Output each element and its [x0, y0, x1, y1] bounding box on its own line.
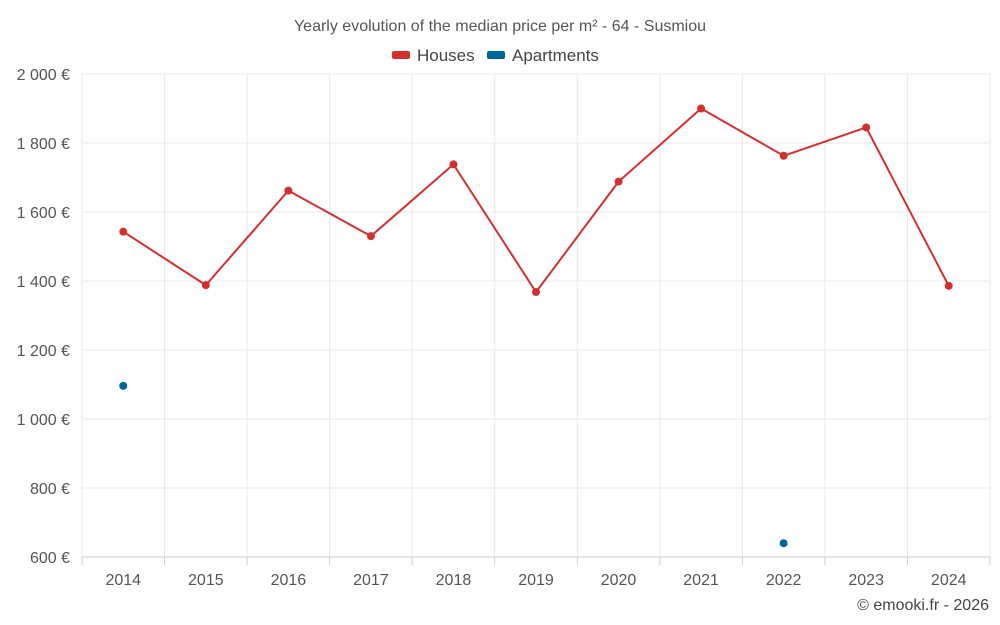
- credit: © emooki.fr - 2026: [857, 597, 989, 614]
- data-point-houses[interactable]: [614, 177, 623, 186]
- y-tick-label: 2 000 €: [17, 67, 70, 84]
- x-tick-label: 2023: [848, 572, 884, 589]
- x-tick-label: 2016: [271, 572, 307, 589]
- y-tick-label: 1 800 €: [17, 136, 70, 153]
- data-point-houses[interactable]: [862, 123, 871, 132]
- series-apartments: [119, 381, 788, 548]
- y-tick-label: 600 €: [30, 550, 70, 567]
- data-point-houses[interactable]: [284, 186, 293, 195]
- x-tick-label: 2017: [353, 572, 389, 589]
- x-tick-label: 2014: [105, 572, 141, 589]
- x-tick-label: 2022: [766, 572, 802, 589]
- data-point-apartments[interactable]: [779, 539, 788, 548]
- data-point-houses[interactable]: [532, 288, 540, 297]
- x-axis-labels: 2014 2015 2016 2017 2018 2019 2020 2021 2022 2023…: [105, 572, 966, 589]
- x-tick-label: 2021: [683, 572, 719, 589]
- legend: Houses Apartments: [392, 46, 599, 65]
- data-point-houses[interactable]: [201, 281, 210, 290]
- x-tick-label: 2024: [931, 572, 967, 589]
- y-tick-label: 1 000 €: [17, 412, 70, 429]
- legend-swatch-apartments: [487, 51, 505, 59]
- data-point-apartments[interactable]: [119, 381, 128, 390]
- data-point-houses[interactable]: [697, 104, 706, 113]
- legend-label-apartments: Apartments: [512, 46, 599, 65]
- y-axis-labels: 600 € 800 € 1 000 € 1 200 € 1 400 € 1 600 € 1 …: [17, 67, 70, 567]
- series-houses: [119, 104, 953, 297]
- legend-label-houses: Houses: [417, 46, 475, 65]
- legend-item-apartments[interactable]: Apartments: [487, 46, 599, 65]
- x-tick-label: 2018: [436, 572, 472, 589]
- legend-swatch-houses: [392, 51, 410, 59]
- series-layer: [119, 104, 953, 548]
- y-tick-label: 1 400 €: [17, 274, 70, 291]
- legend-item-houses[interactable]: Houses: [392, 46, 475, 65]
- data-point-houses[interactable]: [119, 227, 128, 236]
- data-point-houses[interactable]: [944, 281, 953, 290]
- data-point-houses[interactable]: [366, 232, 375, 241]
- x-tick-label: 2020: [601, 572, 637, 589]
- grid: [81, 73, 991, 565]
- chart-title: Yearly evolution of the median price per…: [294, 18, 706, 35]
- y-tick-label: 1 600 €: [17, 205, 70, 222]
- x-tick-label: 2015: [188, 572, 224, 589]
- data-point-houses[interactable]: [779, 151, 788, 160]
- x-tick-label: 2019: [518, 572, 554, 589]
- y-tick-label: 1 200 €: [17, 343, 70, 360]
- data-point-houses[interactable]: [449, 160, 458, 169]
- y-tick-label: 800 €: [30, 481, 70, 498]
